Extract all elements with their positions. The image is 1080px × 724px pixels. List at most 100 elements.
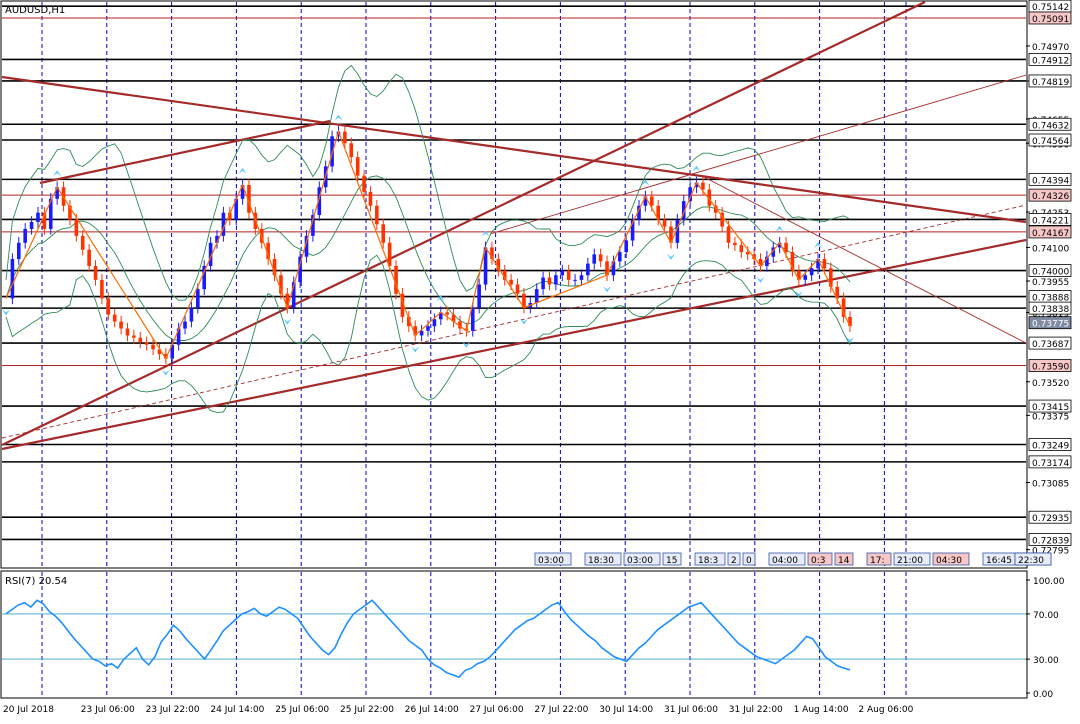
candle-body	[112, 314, 117, 322]
candle-body	[16, 242, 21, 260]
rsi-tick-label: 30.00	[1033, 656, 1059, 666]
rsi-line	[5, 599, 851, 679]
candle-body	[611, 261, 616, 276]
candle-body	[560, 270, 565, 276]
candle-body	[272, 259, 277, 276]
candle-body	[432, 319, 437, 327]
time-tag-label: 15	[666, 556, 677, 566]
level-tag-label: 0.73249	[1032, 442, 1069, 452]
fractal-down-icon	[666, 253, 675, 260]
x-tick-label: 23 Jul 22:00	[146, 705, 200, 715]
level-tag-label: 0.74394	[1032, 176, 1069, 186]
candle-body	[311, 215, 315, 236]
level-tag-box	[1028, 301, 1072, 315]
candle-body	[93, 265, 98, 280]
time-tag-box	[534, 552, 572, 566]
level-tag-box	[1028, 133, 1072, 147]
fractal-down-icon	[794, 290, 803, 297]
fractal-down-icon	[411, 346, 420, 353]
fractal-down-icon	[2, 309, 10, 316]
candle-body	[451, 314, 456, 322]
zigzag	[5, 129, 851, 360]
candle-body	[618, 252, 622, 262]
time-tag-label: 03:00	[627, 556, 653, 566]
candle-body	[803, 275, 808, 280]
candle-body	[809, 268, 814, 276]
candle-body	[400, 293, 405, 317]
candle-body	[189, 307, 194, 322]
time-tag-label: 0:3	[811, 556, 825, 566]
candle-body	[68, 205, 72, 220]
time-tag-box	[768, 552, 806, 566]
level-tag-box	[1028, 188, 1072, 202]
candle-body	[643, 196, 648, 206]
current-price-label: 0.73775	[1032, 320, 1069, 330]
time-tag-label: 16:45	[986, 556, 1012, 566]
time-tag-label: 17:	[870, 556, 884, 566]
x-tick-label: 27 Jul 22:00	[534, 705, 588, 715]
x-tick-label: 23 Jul 06:00	[81, 705, 135, 715]
trend-line	[699, 174, 1027, 344]
candle-body	[726, 226, 731, 243]
rsi-panel-frame	[0, 570, 1028, 699]
trend-lines	[1, 1, 1027, 451]
trend-line	[1, 238, 1027, 451]
candle-body	[291, 282, 296, 308]
candle-body	[387, 242, 392, 266]
candle-body	[522, 293, 526, 308]
candle-body	[771, 247, 776, 257]
time-tag-label: 18:30	[588, 556, 614, 566]
level-tag-box	[1028, 455, 1072, 469]
candle-body	[426, 326, 430, 331]
candle-body	[765, 256, 769, 266]
candle-body	[835, 286, 840, 299]
candle-body	[554, 275, 558, 285]
candle-body	[547, 277, 552, 285]
candle-body	[196, 289, 200, 308]
x-tick-label: 30 Jul 14:00	[599, 705, 653, 715]
candle-body	[144, 342, 149, 345]
candle-body	[656, 205, 660, 220]
candle-body	[227, 212, 232, 220]
candle-body	[797, 270, 801, 280]
candle-body	[42, 212, 47, 229]
time-tag-box	[1014, 552, 1052, 566]
trend-line	[1, 204, 1027, 439]
candle-body	[132, 335, 136, 338]
x-tick-label: 24 Jul 14:00	[210, 705, 264, 715]
candle-body	[605, 261, 609, 276]
fractal-up-icon	[814, 242, 823, 249]
price-tick-label: 0.73085	[1032, 479, 1069, 489]
candle-body	[745, 252, 750, 255]
candle-body	[784, 242, 788, 253]
candle-body	[701, 182, 705, 190]
chart-title: AUDUSD,H1	[5, 5, 65, 16]
candle-body	[694, 182, 699, 188]
candle-body	[10, 259, 15, 299]
trend-line	[1, 75, 1027, 224]
candle-body	[777, 242, 782, 248]
trend-line	[1, 1, 926, 446]
candle-body	[407, 316, 411, 327]
candle-body	[534, 289, 539, 304]
level-tag-label: 0.74326	[1032, 192, 1069, 202]
candle-body	[176, 328, 181, 345]
level-tags: 0.75142 0.75091 0.74912 0.74819 0.74632 0.745…	[1028, 0, 1072, 546]
candle-body	[477, 284, 481, 308]
level-tag-label: 0.73174	[1032, 459, 1069, 469]
candle-body	[29, 221, 34, 229]
fractal-down-icon	[462, 341, 471, 348]
x-tick-label: 25 Jul 06:00	[275, 705, 329, 715]
level-tag-label: 0.74912	[1032, 56, 1069, 66]
candle-body	[23, 228, 27, 243]
price-tick-label: 0.72795	[1032, 547, 1069, 557]
candle-body	[164, 353, 168, 359]
horizontal-levels	[2, 5, 1026, 541]
x-tick-label: 1 Aug 14:00	[794, 705, 849, 715]
candle-body	[598, 254, 603, 262]
candle-body	[579, 275, 584, 280]
fractal-down-icon	[846, 337, 854, 344]
candle-body	[100, 279, 104, 299]
